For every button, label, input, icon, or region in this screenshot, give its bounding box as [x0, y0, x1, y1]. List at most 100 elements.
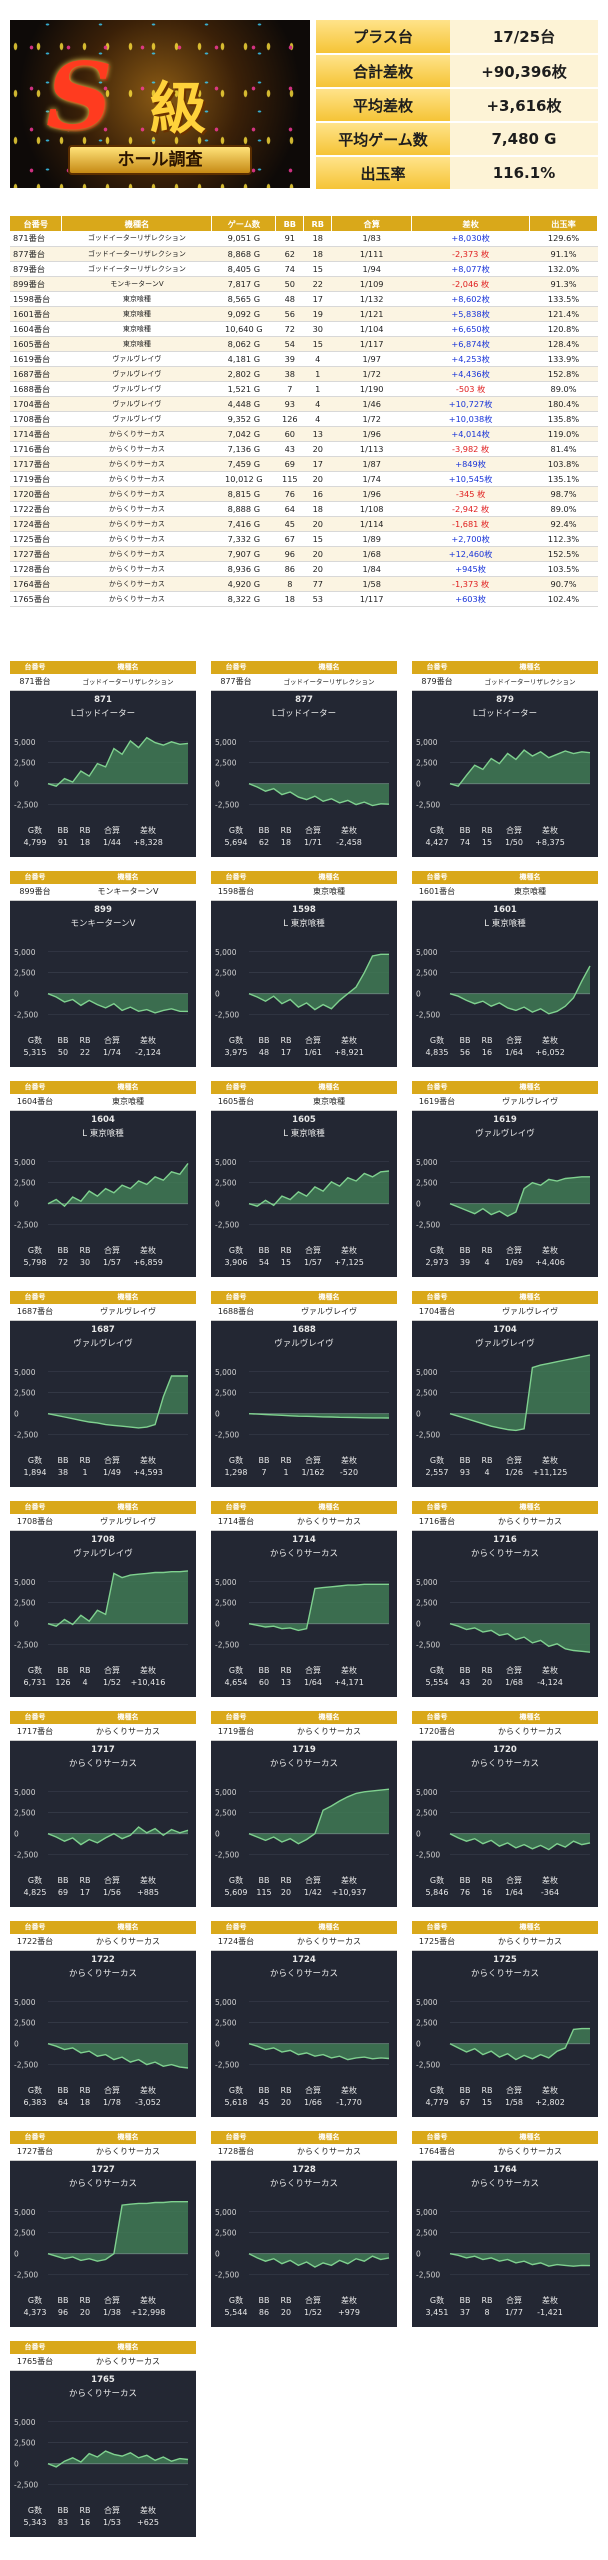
table-cell-games: 8,888 G: [211, 501, 276, 517]
y-tick-label: 5,000: [14, 1578, 36, 1587]
trend-line: [47, 736, 189, 787]
y-tick-label: -2,500: [14, 801, 38, 810]
trend-area: [249, 783, 389, 806]
stats-headers: G数 BB RB 合算 差枚: [219, 1665, 369, 1676]
table-cell-combined: 1/83: [331, 231, 412, 247]
card-machine: 東京喰種: [261, 1094, 397, 1111]
stat-combined: 1/49: [103, 1468, 121, 1477]
chart-title: ヴァルヴレイヴ: [475, 1339, 535, 1349]
summary-row: 出玉率 116.1%: [316, 156, 598, 191]
table-cell-rb: 19: [303, 306, 332, 322]
trend-line: [47, 2043, 189, 2069]
trend-line: [47, 993, 189, 1014]
stat-rb-label: RB: [79, 2086, 91, 2095]
stat-diff: +7,125: [334, 1258, 364, 1267]
card-no-label: 台番号: [10, 1711, 60, 1724]
summary-value: +3,616枚: [450, 88, 598, 123]
chart-title: からくりサーカス: [269, 2179, 338, 2189]
stat-games-label: G数: [27, 2296, 43, 2305]
trend-chart: 5,000 2,500 0 -2,500: [215, 738, 390, 810]
trend-chart: 5,000 2,500 0 -2,500: [416, 738, 591, 810]
table-cell-games: 8,815 G: [211, 486, 276, 502]
y-tick-label: -2,500: [416, 1011, 440, 1020]
card-machine-label: 機種名: [261, 1711, 397, 1724]
stat-diff-label: 差枚: [341, 826, 357, 835]
y-tick-label: 2,500: [215, 2019, 237, 2028]
stat-bb: 60: [258, 1678, 270, 1687]
table-row: 1704番台 ヴァルヴレイヴ 4,448 G 93 4 1/46 +10,727枚 180.4…: [10, 396, 598, 412]
stat-bb: 43: [459, 1678, 471, 1687]
card-no-label: 台番号: [10, 1081, 60, 1094]
table-cell-games: 9,051 G: [211, 231, 276, 247]
stat-diff: +979: [338, 2308, 360, 2317]
stat-rb-label: RB: [481, 1456, 493, 1465]
stat-diff-label: 差枚: [140, 2296, 156, 2305]
table-cell-combined: 1/89: [331, 531, 412, 547]
table-cell-no: 1604番台: [10, 321, 62, 337]
stat-rb: 4: [82, 1678, 88, 1687]
table-cell-machine: ヴァルヴレイヴ: [61, 366, 212, 382]
stat-games: 1,894: [23, 1468, 47, 1477]
table-cell-diff: +6,650枚: [411, 321, 530, 337]
card-machine-label: 機種名: [60, 1921, 196, 1934]
card-no-label: 台番号: [10, 661, 60, 674]
table-cell-rb: 15: [303, 261, 332, 277]
machine-card: 台番号 機種名 1598番台 東京喰種 1598 L 東京喰種 5,000 2,500 0 -2,…: [211, 871, 397, 1067]
table-cell-payout: 89.0%: [529, 501, 598, 517]
chart-number: 871: [94, 695, 112, 705]
y-tick-label: 2,500: [14, 1389, 36, 1398]
stat-bb-label: BB: [258, 1456, 270, 1465]
y-tick-label: 2,500: [215, 759, 237, 768]
table-cell-combined: 1/113: [331, 441, 412, 457]
banner-grade-kanji: 級: [150, 76, 206, 142]
y-tick-label: 5,000: [14, 1998, 36, 2007]
table-cell-diff: -345 枚: [411, 486, 530, 502]
stat-bb: 38: [57, 1468, 69, 1477]
stats-headers: G数 BB RB 合算 差枚: [18, 2085, 168, 2096]
stat-diff: +11,125: [532, 1468, 568, 1477]
table-cell-machine: ゴッドイーターリザレクション: [61, 231, 212, 247]
table-cell-payout: 128.4%: [529, 336, 598, 352]
table-cell-diff: +8,077枚: [411, 261, 530, 277]
stats-headers: G数 BB RB 合算 差枚: [420, 1875, 570, 1886]
table-cell-diff: +2,700枚: [411, 531, 530, 547]
card-no: 1765番台: [10, 2354, 60, 2371]
stat-combined-label: 合算: [104, 1036, 120, 1045]
table-row: 1725番台 からくりサーカス 7,332 G 67 15 1/89 +2,700枚 112.…: [10, 531, 598, 547]
hall-banner: S 級 ホール調査: [10, 20, 310, 188]
card-machine: からくりサーカス: [60, 2354, 196, 2371]
y-tick-label: -2,500: [14, 2271, 38, 2280]
table-cell-games: 7,042 G: [211, 426, 276, 442]
card-header: 台番号 機種名 871番台 ゴッドイーターリザレクション: [10, 661, 196, 691]
table-cell-no: 1714番台: [10, 426, 62, 442]
table-cell-machine: 東京喰種: [61, 336, 212, 352]
stat-games-label: G数: [429, 1246, 445, 1255]
summary-row: 平均差枚 +3,616枚: [316, 88, 598, 123]
table-row: 1764番台 からくりサーカス 4,920 G 8 77 1/58 -1,373 枚 90.7…: [10, 576, 598, 592]
y-tick-label: 0: [215, 990, 220, 999]
table-cell-diff: -503 枚: [411, 381, 530, 397]
machine-card: 台番号 機種名 879番台 ゴッドイーターリザレクション 879 Lゴッドイーター 5,00…: [412, 661, 598, 857]
stat-rb: 8: [484, 2308, 490, 2317]
y-tick-label: 5,000: [14, 738, 36, 747]
stats-headers: G数 BB RB 合算 差枚: [219, 1245, 369, 1256]
stat-rb-label: RB: [481, 2296, 493, 2305]
chart-title: モンキーターンV: [70, 919, 136, 929]
chart-title: からくりサーカス: [269, 1969, 338, 1979]
stat-games-label: G数: [429, 2086, 445, 2095]
stat-combined-label: 合算: [104, 1456, 120, 1465]
y-tick-label: -2,500: [14, 1431, 38, 1440]
chart-number: 899: [94, 905, 112, 915]
stats-values: 5,343 83 16 1/53 +625: [18, 2518, 168, 2527]
table-cell-diff: +945枚: [411, 561, 530, 577]
trend-area: [48, 1163, 188, 1207]
machine-card: 台番号 機種名 1728番台 からくりサーカス 1728 からくりサーカス 5,000 2,5…: [211, 2131, 397, 2327]
table-row: 1720番台 からくりサーカス 8,815 G 76 16 1/96 -345 枚 98.7%: [10, 486, 598, 502]
stat-rb-label: RB: [79, 2506, 91, 2515]
stat-combined-label: 合算: [305, 2086, 321, 2095]
stat-games-label: G数: [27, 1666, 43, 1675]
card-machine-label: 機種名: [261, 1081, 397, 1094]
card-machine: ゴッドイーターリザレクション: [60, 674, 196, 691]
stat-games: 3,451: [425, 2308, 449, 2317]
trend-chart: 5,000 2,500 0 -2,500: [416, 1158, 590, 1230]
